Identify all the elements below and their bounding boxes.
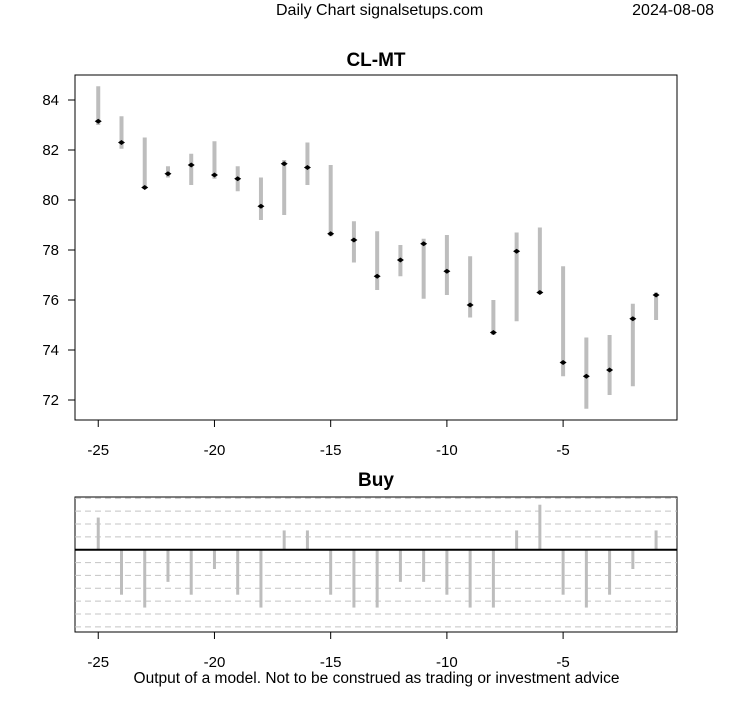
close-marker [210, 172, 218, 178]
buy-x-tick-label: -15 [320, 654, 342, 671]
main-axes: -25 -20 -15 -10 -5 72 74 76 78 80 82 84 [42, 92, 569, 459]
main-x-tick-label: -5 [556, 442, 569, 459]
buy-axes: -25 -20 -15 -10 -5 [87, 632, 570, 671]
close-marker [303, 165, 311, 170]
close-marker [582, 373, 590, 379]
close-marker [629, 316, 637, 322]
main-y-tick-label: 74 [42, 342, 59, 359]
main-y-tick-label: 84 [42, 92, 59, 109]
main-y-tick-label: 78 [42, 242, 59, 259]
close-marker [420, 241, 428, 247]
main-y-tick-label: 82 [42, 142, 59, 159]
buy-x-tick-label: -20 [204, 654, 226, 671]
close-marker [559, 360, 567, 365]
close-marker [141, 185, 149, 190]
close-marker [164, 171, 172, 177]
close-marker [652, 292, 660, 298]
buy-x-tick-label: -10 [436, 654, 458, 671]
close-marker [187, 162, 195, 168]
close-marker [443, 268, 451, 274]
main-x-tick-label: -20 [204, 442, 226, 459]
buy-gridlines [75, 497, 677, 628]
main-x-tick-label: -10 [436, 442, 458, 459]
close-marker [117, 140, 125, 145]
main-close-markers [94, 118, 660, 379]
close-marker [94, 118, 102, 124]
main-y-tick-label: 76 [42, 292, 59, 309]
close-marker [396, 257, 404, 263]
close-marker [373, 273, 381, 279]
buy-chart-title: Buy [358, 470, 394, 491]
main-x-tick-label: -25 [87, 442, 109, 459]
buy-x-tick-label: -25 [87, 654, 109, 671]
main-y-tick-label: 72 [42, 392, 59, 409]
buy-x-tick-label: -5 [556, 654, 569, 671]
close-marker [536, 290, 544, 295]
buy-chart-panel: Buy -25 -20 -15 -10 -5 [74, 470, 678, 671]
buy-plot-frame [74, 496, 678, 633]
header-site-label: Daily Chart signalsetups.com [276, 2, 484, 19]
close-marker [350, 237, 358, 243]
main-plot-frame [74, 74, 678, 421]
close-marker [466, 302, 474, 308]
header-date: 2024-08-08 [632, 2, 714, 19]
footer-disclaimer: Output of a model. Not to be construed a… [133, 670, 620, 687]
close-marker [513, 248, 521, 254]
main-y-tick-label: 80 [42, 192, 59, 209]
main-chart-title: CL-MT [346, 50, 405, 71]
close-marker [489, 330, 497, 335]
close-marker [606, 367, 614, 373]
close-marker [280, 161, 288, 167]
main-range-bars [96, 86, 659, 409]
close-marker [234, 176, 242, 182]
close-marker [257, 203, 265, 209]
buy-signal-bars [96, 504, 658, 608]
main-x-tick-label: -15 [320, 442, 342, 459]
main-chart-panel: CL-MT -25 -20 -15 -10 -5 72 74 76 78 80 82 84 [42, 50, 678, 459]
close-marker [327, 231, 335, 237]
